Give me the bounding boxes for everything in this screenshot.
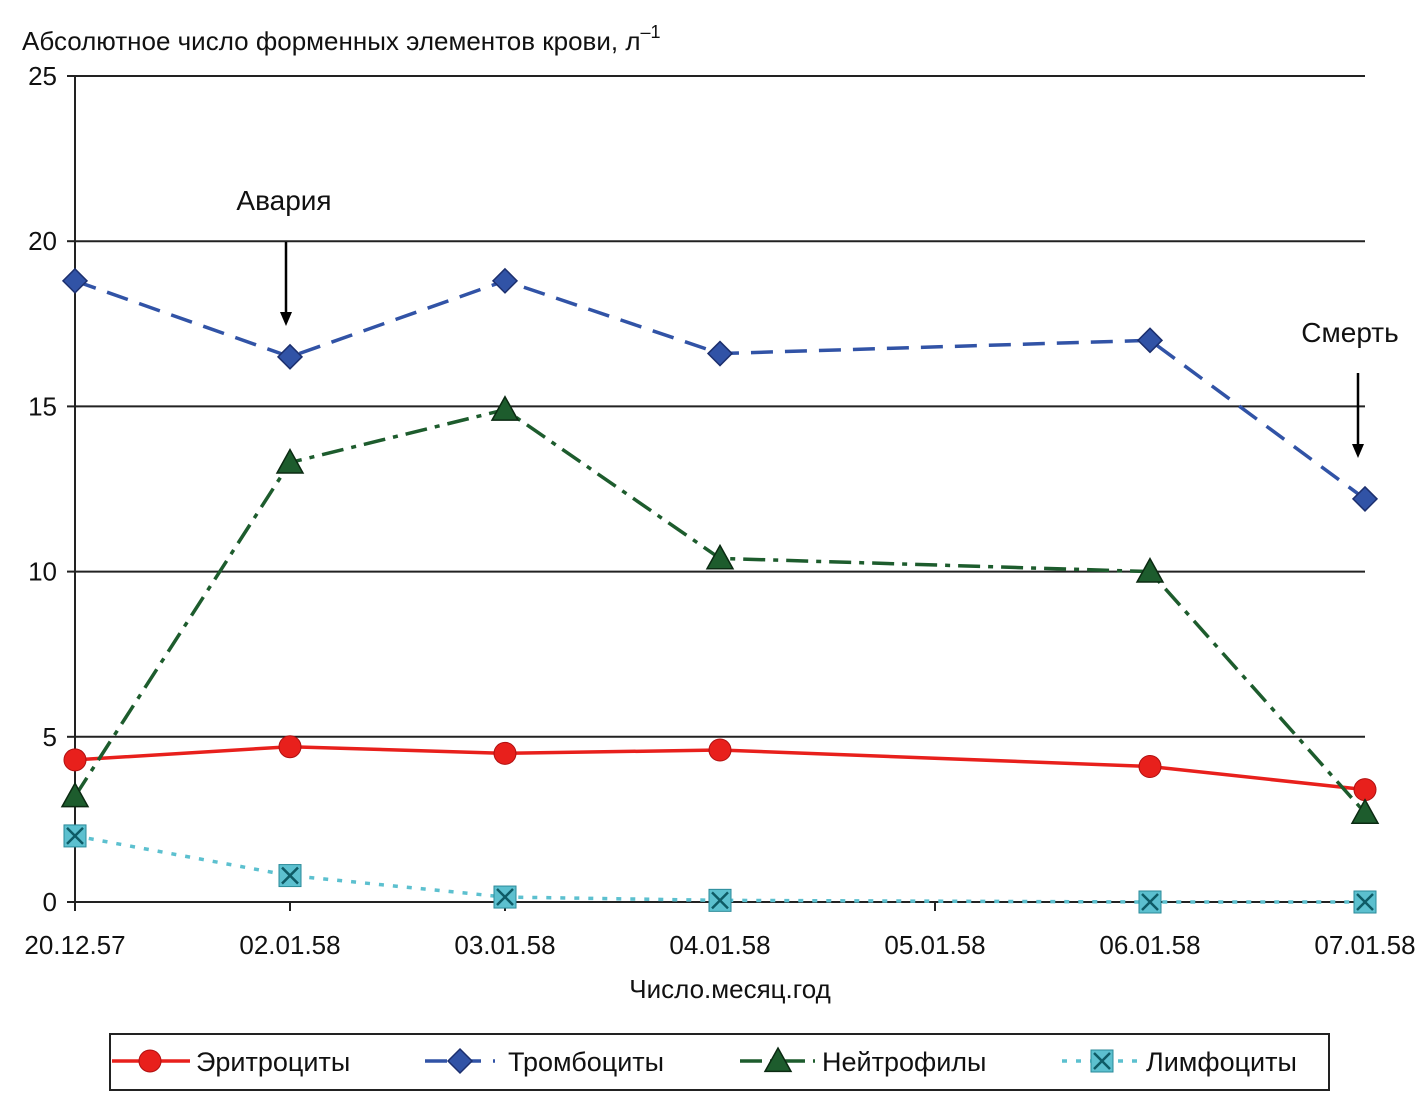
series-3-point	[1353, 890, 1377, 914]
series-2-point	[275, 448, 305, 474]
x-tick-label: 05.01.58	[884, 930, 985, 960]
legend-marker	[1090, 1049, 1114, 1073]
annotation-label: Авария	[236, 185, 331, 216]
x-tick-label: 06.01.58	[1099, 930, 1200, 960]
series-1-point	[1136, 327, 1164, 354]
series-1-point	[276, 343, 304, 370]
legend-label: Лимфоциты	[1146, 1047, 1297, 1077]
y-tick-label: 20	[28, 226, 57, 256]
legend-item-1: Тромбоциты	[425, 1047, 664, 1077]
series-2-point	[1135, 557, 1165, 583]
series-0-point	[493, 741, 517, 765]
series-0-point	[1353, 778, 1377, 802]
series-0-line	[74, 744, 1366, 792]
annotation-arrow-head	[280, 312, 292, 326]
series-3-point	[63, 824, 87, 848]
series-2-point	[490, 395, 520, 421]
legend-item-0: Эритроциты	[112, 1047, 350, 1077]
y-tick-label: 5	[43, 722, 57, 752]
y-axis-title: Абсолютное число форменных элементов кро…	[22, 22, 661, 56]
series-0-point	[1138, 755, 1162, 779]
legend: Эритроциты Тромбоциты Нейтрофилы Лимфоциты	[109, 1033, 1330, 1091]
x-axis-title: Число.месяц.год	[629, 974, 831, 1004]
legend-item-3: Лимфоциты	[1062, 1047, 1297, 1077]
legend-marker	[138, 1049, 162, 1073]
x-tick-label: 02.01.58	[239, 930, 340, 960]
y-tick-label: 15	[28, 391, 57, 421]
x-tick-label: 20.12.57	[24, 930, 125, 960]
series-3-point	[278, 864, 302, 888]
series-1-point	[706, 340, 734, 367]
y-tick-label: 10	[28, 557, 57, 587]
annotation-1: Смерть	[1301, 317, 1399, 458]
x-tick-label: 07.01.58	[1314, 930, 1415, 960]
annotation-label: Смерть	[1301, 317, 1398, 348]
series-1-line	[74, 278, 1367, 501]
series-2	[60, 395, 1380, 824]
x-tick-label: 03.01.58	[454, 930, 555, 960]
y-tick-label: 25	[28, 61, 57, 91]
series-3-line	[74, 834, 1365, 904]
annotation-0: Авария	[236, 185, 332, 326]
y-axis-title-superscript: –1	[641, 22, 661, 42]
series-1-point	[1351, 485, 1379, 512]
annotations: Авария Смерть	[236, 185, 1399, 458]
y-tick-label: 0	[43, 887, 57, 917]
legend-label: Эритроциты	[196, 1047, 350, 1077]
annotation-arrow-head	[1352, 444, 1364, 458]
series-2-line	[73, 407, 1367, 814]
y-axis-title-main: Абсолютное число форменных элементов кро…	[22, 26, 641, 56]
series-1-point	[491, 267, 519, 294]
legend-label: Нейтрофилы	[822, 1047, 986, 1077]
legend-box	[109, 1033, 1330, 1091]
gridlines	[75, 75, 1365, 738]
series-3-point	[493, 885, 517, 909]
series-2-point	[705, 543, 735, 570]
axes: 0 5 10 15 20 25 20.12.57 02.01.58 03.01.58 04.01.…	[24, 61, 1415, 960]
legend-label: Тромбоциты	[508, 1047, 664, 1077]
series-3	[63, 824, 1377, 914]
series-0	[63, 735, 1377, 802]
series-3-point	[1138, 890, 1162, 914]
series-0-point	[278, 735, 302, 759]
series-1-point	[61, 267, 89, 294]
series-2-point	[1350, 798, 1380, 824]
x-tick-label: 04.01.58	[669, 930, 770, 960]
series-0-point	[63, 748, 87, 772]
series-1	[61, 267, 1379, 512]
series-2-point	[60, 781, 90, 808]
series-0-point	[708, 738, 732, 762]
legend-marker	[763, 1046, 793, 1073]
series-3-point	[708, 888, 732, 912]
legend-marker	[446, 1047, 474, 1075]
legend-item-2: Нейтрофилы	[740, 1046, 986, 1077]
series-group	[60, 267, 1380, 914]
